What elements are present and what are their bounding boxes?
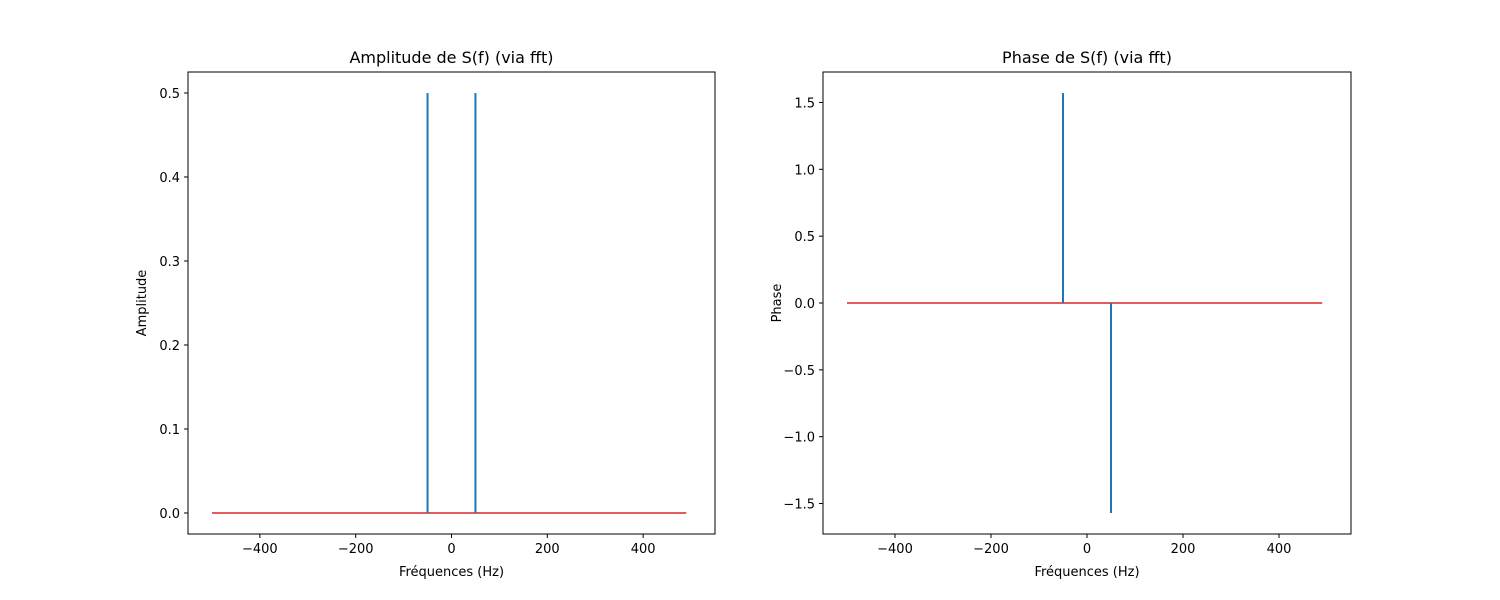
chart-panel-1: −400 −200 0 200 400 0.0 0.1 0.2 0.3 0.4 0.5 Amplitu… [135,48,716,580]
x-tick-label: 200 [535,542,560,557]
x-tick-label: −400 [242,542,278,557]
y-tick-label: 1.5 [794,96,815,111]
y-tick-label: −1.0 [783,431,815,446]
x-tick-label: 400 [631,542,656,557]
y-axis-label: Amplitude [135,270,150,337]
x-tick-label: 0 [1083,542,1091,557]
y-tick-label: 0.1 [159,423,180,438]
x-tick-label: −400 [877,542,913,557]
y-tick-label: −1.5 [783,498,815,513]
y-tick-label: 1.0 [794,163,815,178]
y-tick-label: 0.3 [159,255,180,270]
y-tick-label: 0.5 [159,87,180,102]
chart-panel-2: −400 −200 0 200 400 −1.5 −1.0 −0.5 0.0 0.5 1.0 1.5 P… [770,48,1352,580]
chart-title: Amplitude de S(f) (via fft) [349,48,553,67]
x-tick-label: −200 [338,542,374,557]
y-tick-label: 0.0 [794,297,815,312]
x-axis-label: Fréquences (Hz) [1034,565,1139,580]
x-tick-label: −200 [973,542,1009,557]
y-tick-label: 0.4 [159,171,180,186]
y-tick-label: −0.5 [783,364,815,379]
y-tick-label: 0.5 [794,230,815,245]
y-axis-label: Phase [770,284,785,323]
x-tick-label: 0 [447,542,455,557]
x-axis-label: Fréquences (Hz) [399,565,504,580]
x-tick-label: 400 [1267,542,1292,557]
chart-title: Phase de S(f) (via fft) [1002,48,1172,67]
y-tick-label: 0.2 [159,339,180,354]
y-tick-label: 0.0 [159,507,180,522]
x-tick-label: 200 [1171,542,1196,557]
